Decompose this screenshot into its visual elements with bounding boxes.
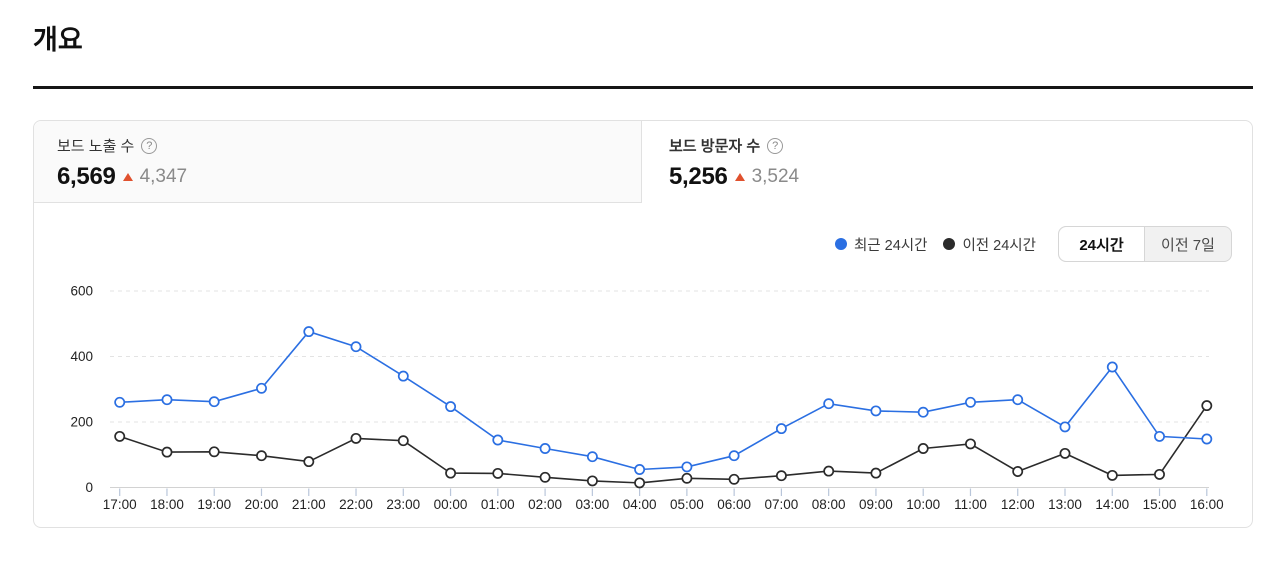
stat-card-impressions-title: 보드 노출 수 ? [57, 135, 641, 156]
legend-item-previous: 이전 24시간 [943, 234, 1036, 255]
svg-text:02:00: 02:00 [528, 497, 562, 512]
svg-text:07:00: 07:00 [765, 497, 799, 512]
svg-text:18:00: 18:00 [150, 497, 184, 512]
svg-text:19:00: 19:00 [197, 497, 231, 512]
stat-card-impressions[interactable]: 보드 노출 수 ? 6,569 4,347 [34, 121, 642, 203]
question-circle-icon[interactable]: ? [767, 137, 784, 154]
svg-text:01:00: 01:00 [481, 497, 515, 512]
svg-text:21:00: 21:00 [292, 497, 326, 512]
stat-value-row: 5,256 3,524 [669, 163, 1252, 191]
svg-text:03:00: 03:00 [575, 497, 609, 512]
legend-item-recent: 최근 24시간 [834, 234, 928, 255]
svg-text:11:00: 11:00 [954, 497, 987, 512]
svg-text:23:00: 23:00 [386, 497, 420, 512]
time-range-toggle: 24시간 이전 7일 [1058, 226, 1232, 262]
svg-text:04:00: 04:00 [623, 497, 657, 512]
stat-label: 보드 노출 수 [57, 138, 135, 155]
delta-up-icon [122, 173, 133, 181]
stat-value-row: 6,569 4,347 [57, 163, 641, 191]
chart-header: 최근 24시간 이전 24시간 24시간 이전 7일 [834, 226, 1232, 262]
question-circle-icon[interactable]: ? [141, 137, 158, 154]
legend-label: 이전 24시간 [962, 237, 1036, 254]
svg-text:200: 200 [70, 415, 93, 430]
svg-text:0: 0 [85, 480, 93, 495]
title-divider [33, 86, 1253, 89]
legend-dot-previous-icon [943, 238, 956, 250]
chart-legend: 최근 24시간 이전 24시간 [834, 234, 1036, 255]
stat-label: 보드 방문자 수 [669, 138, 761, 155]
legend-label: 최근 24시간 [853, 237, 928, 254]
stat-value: 6,569 [57, 163, 116, 190]
svg-text:400: 400 [70, 349, 93, 364]
svg-text:09:00: 09:00 [859, 497, 893, 512]
svg-text:22:00: 22:00 [339, 497, 373, 512]
svg-text:00:00: 00:00 [434, 497, 468, 512]
svg-text:16:00: 16:00 [1190, 497, 1224, 512]
delta-up-icon [734, 173, 745, 181]
svg-text:12:00: 12:00 [1001, 497, 1035, 512]
chart-section: 최근 24시간 이전 24시간 24시간 이전 7일 0 200 400 600 17:… [34, 203, 1252, 527]
stat-value: 5,256 [669, 163, 728, 190]
svg-text:10:00: 10:00 [906, 497, 940, 512]
svg-text:08:00: 08:00 [812, 497, 846, 512]
delta-value: 4,347 [139, 166, 188, 187]
stat-card-visitors[interactable]: 보드 방문자 수 ? 5,256 3,524 [642, 121, 1252, 203]
range-button-24h[interactable]: 24시간 [1059, 227, 1145, 261]
delta-value: 3,524 [751, 166, 800, 187]
svg-text:600: 600 [70, 284, 93, 299]
svg-text:06:00: 06:00 [717, 497, 751, 512]
svg-text:05:00: 05:00 [670, 497, 704, 512]
svg-text:13:00: 13:00 [1048, 497, 1082, 512]
svg-text:17:00: 17:00 [103, 497, 137, 512]
stat-card-row: 보드 노출 수 ? 6,569 4,347 보드 방문자 수 ? 5,256 [34, 121, 1252, 203]
line-chart: 0 200 400 600 17:00 18:00 19:00 20:00 21:00 22:00… [70, 284, 1224, 513]
svg-text:15:00: 15:00 [1143, 497, 1177, 512]
range-button-7d[interactable]: 이전 7일 [1145, 227, 1231, 261]
svg-text:20:00: 20:00 [245, 497, 279, 512]
svg-text:14:00: 14:00 [1095, 497, 1129, 512]
overview-panel: 보드 노출 수 ? 6,569 4,347 보드 방문자 수 ? 5,256 [33, 120, 1253, 528]
stat-card-visitors-title: 보드 방문자 수 ? [669, 135, 1252, 156]
page-title: 개요 [33, 25, 83, 55]
legend-dot-recent-icon [834, 238, 847, 250]
